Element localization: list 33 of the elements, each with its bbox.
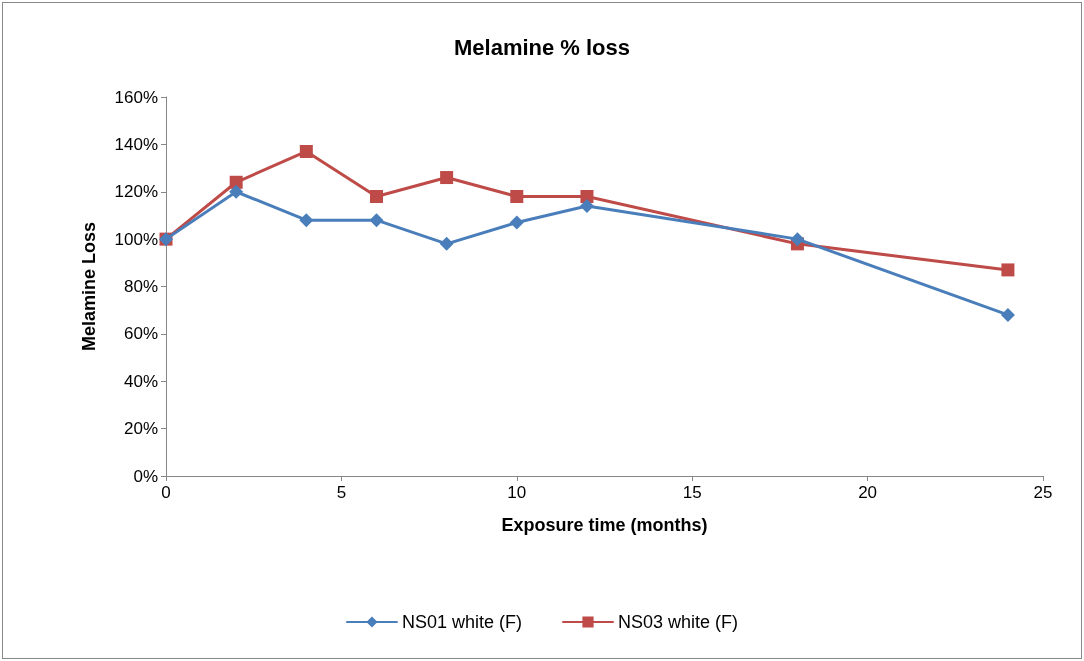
point bbox=[439, 236, 454, 251]
chart-title: Melamine % loss bbox=[453, 34, 631, 60]
point bbox=[369, 189, 383, 203]
y-tick-label: 80% bbox=[123, 277, 158, 296]
y-tick-label: 120% bbox=[114, 182, 158, 202]
point bbox=[299, 144, 313, 158]
x-tick-label: 15 bbox=[682, 483, 702, 502]
point bbox=[369, 213, 384, 228]
point bbox=[509, 215, 524, 230]
x-tick-label: 10 bbox=[507, 483, 527, 502]
y-tick-label: 100% bbox=[114, 229, 158, 249]
y-tick-label: 140% bbox=[114, 134, 158, 154]
x-tick-label: 0 bbox=[161, 483, 171, 502]
point bbox=[229, 184, 244, 199]
y-tick-label: 20% bbox=[123, 419, 158, 439]
legend-label: NS01 white (F) bbox=[401, 612, 523, 632]
point bbox=[790, 232, 805, 247]
y-tick-label: 60% bbox=[123, 324, 158, 344]
point bbox=[579, 198, 594, 213]
point bbox=[1001, 263, 1015, 277]
point bbox=[510, 189, 524, 203]
x-tick-label: 20 bbox=[858, 483, 878, 502]
y-tick-label: 40% bbox=[123, 371, 158, 391]
point bbox=[1000, 307, 1015, 322]
x-tick-label: 5 bbox=[336, 483, 347, 502]
point bbox=[440, 171, 454, 185]
x-axis-title: Exposure time (months) bbox=[501, 515, 708, 535]
y-tick-label: 160% bbox=[114, 87, 158, 107]
y-axis-title: Melamine Loss bbox=[79, 221, 99, 352]
x-tick-label: 25 bbox=[1033, 483, 1053, 502]
point bbox=[299, 213, 314, 228]
legend-label: NS03 white (F) bbox=[618, 612, 739, 632]
y-tick-label: 0% bbox=[133, 466, 158, 486]
